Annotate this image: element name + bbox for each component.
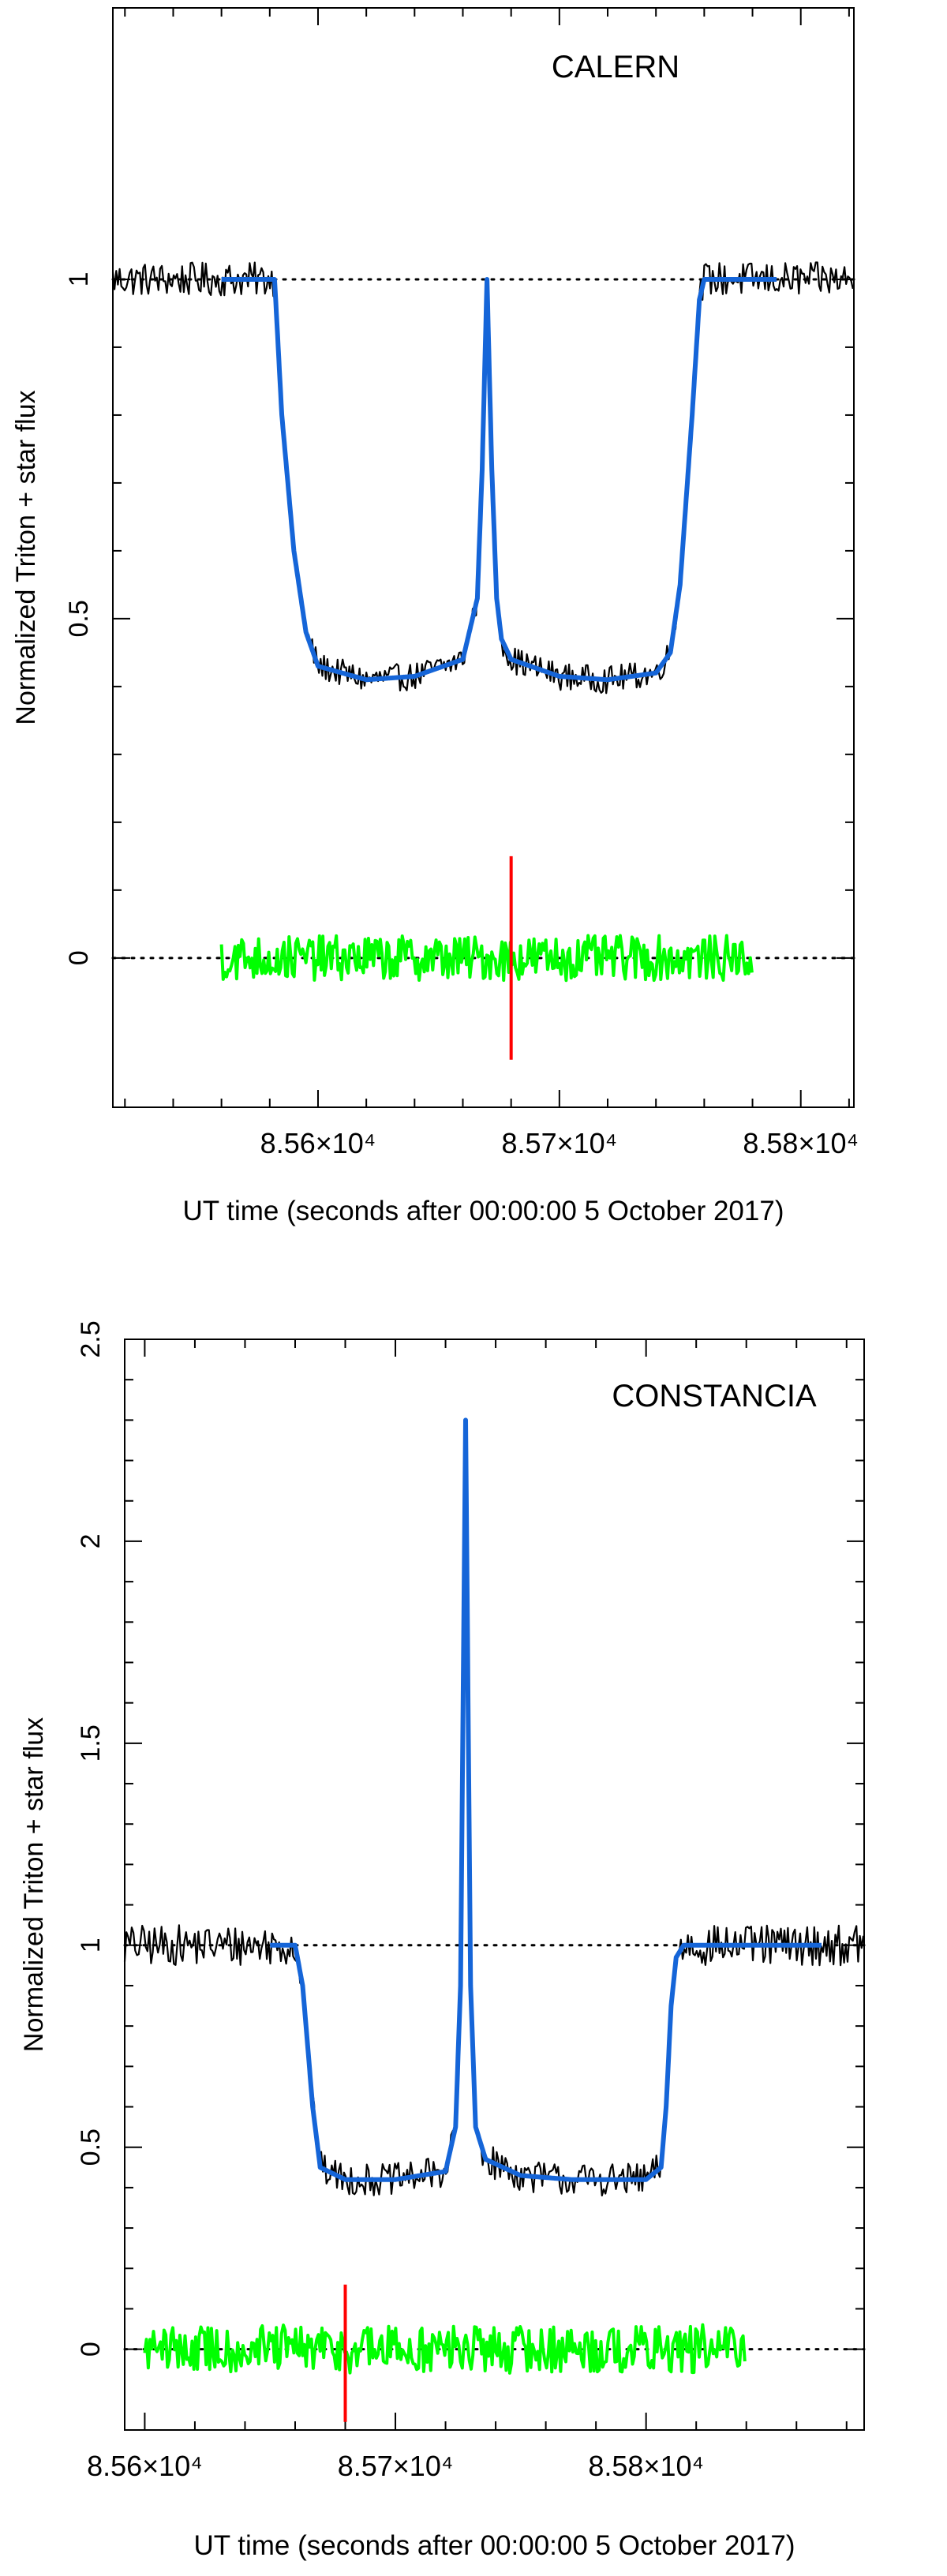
y-tick-label: 2.5 (76, 1320, 106, 1357)
y-tick-label: 0 (64, 950, 94, 965)
model-fit-line (268, 1417, 824, 2182)
x-tick-label: 8.56×10⁴ (260, 1127, 376, 1159)
x-tick-label: 8.57×10⁴ (338, 2450, 454, 2482)
series-layer (123, 1417, 865, 2422)
panel-calern: 0 0.5 1 8.56×10⁴ 8.57×10⁴ 8.58×10⁴ CALERN Nor… (11, 7, 859, 1226)
x-axis-label: UT time (seconds after 00:00:00 5 Octobe… (194, 2530, 795, 2561)
y-axis-label: Normalized Triton + star flux (11, 390, 41, 724)
y-tick-label: 1 (76, 1938, 106, 1953)
x-tick-label: 8.58×10⁴ (588, 2450, 704, 2482)
y-tick-label: 1.5 (76, 1724, 106, 1762)
x-axis-label: UT time (seconds after 00:00:00 5 Octobe… (183, 1196, 784, 1226)
y-tick-label: 2 (76, 1533, 106, 1548)
x-tick-label: 8.57×10⁴ (502, 1127, 618, 1159)
chart-title: CONSTANCIA (612, 1379, 817, 1413)
series-layer (111, 261, 854, 1060)
residuals-line (143, 2323, 747, 2375)
reference-lines (123, 1944, 866, 2351)
axis-ticks: 0 0.5 1 8.56×10⁴ 8.57×10⁴ 8.58×10⁴ (64, 8, 859, 1159)
x-tick-label: 8.56×10⁴ (87, 2450, 203, 2482)
model-fit-line (219, 277, 779, 683)
panel-constancia: 0 0.5 1 1.5 2 2.5 8.56×10⁴ 8.57×10⁴ 8.58×10⁴ CON… (19, 1320, 866, 2561)
plot-frame (112, 7, 855, 1108)
y-axis-label: Normalized Triton + star flux (19, 1717, 49, 2052)
y-tick-label: 0 (76, 2342, 106, 2357)
plot-frame (124, 1339, 865, 2431)
chart-title: CALERN (552, 50, 679, 84)
y-tick-label: 1 (64, 271, 94, 286)
x-tick-label: 8.58×10⁴ (743, 1127, 859, 1159)
residuals-line (219, 934, 754, 983)
observed-flux-line (123, 1482, 865, 2196)
y-tick-label: 0.5 (64, 600, 94, 637)
y-tick-label: 0.5 (76, 2129, 106, 2166)
